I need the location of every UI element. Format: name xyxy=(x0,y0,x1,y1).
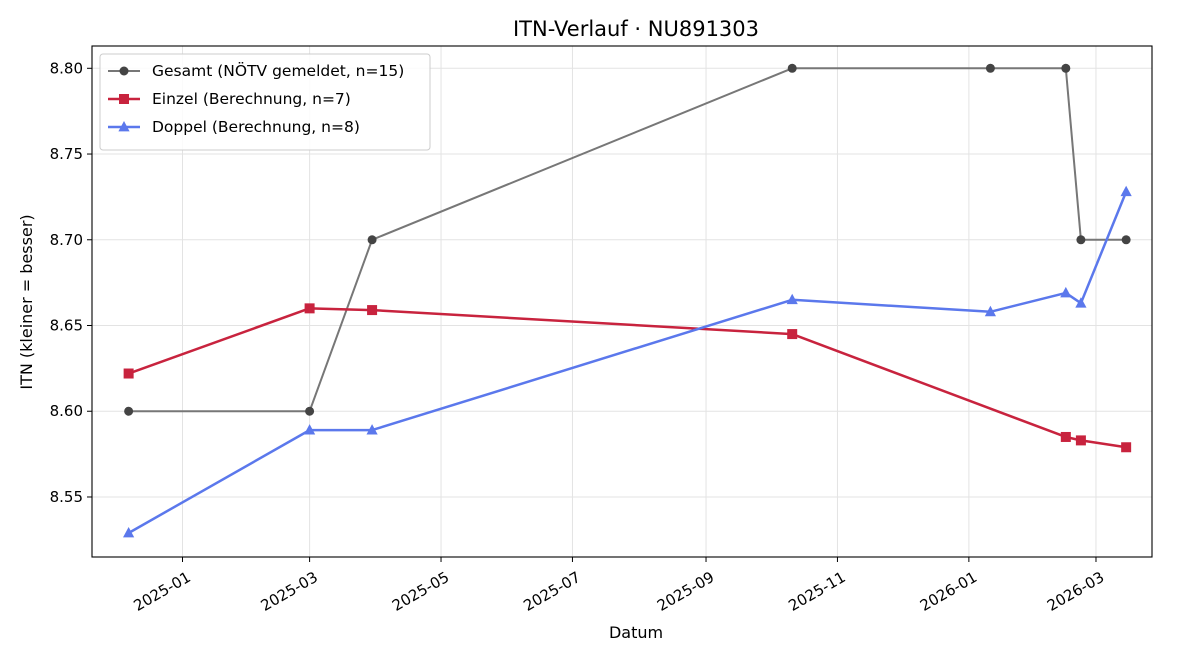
legend-marker xyxy=(119,66,129,76)
x-axis-label: Datum xyxy=(609,623,663,642)
y-tick-label: 8.75 xyxy=(50,145,83,163)
data-point xyxy=(984,305,997,317)
x-tick-label: 2025-11 xyxy=(785,568,848,615)
series-line xyxy=(128,191,1128,535)
y-tick-label: 8.55 xyxy=(50,488,83,506)
series-layer xyxy=(123,63,1132,538)
data-point xyxy=(367,305,378,316)
y-axis-label: ITN (kleiner = besser) xyxy=(17,214,36,389)
data-point xyxy=(1075,297,1087,308)
legend: Gesamt (NÖTV gemeldet, n=15) Einzel (Bere… xyxy=(99,53,431,151)
legend-marker xyxy=(119,94,129,104)
series-line xyxy=(128,307,1127,449)
y-tick-label: 8.70 xyxy=(50,231,83,249)
series-2 xyxy=(123,303,1132,453)
data-point xyxy=(367,235,377,245)
data-point xyxy=(1121,235,1131,245)
legend-label: Einzel (Berechnung, n=7) xyxy=(152,90,351,108)
data-point xyxy=(1060,286,1072,298)
data-point xyxy=(305,406,315,416)
x-tick-label: 2025-01 xyxy=(130,568,193,615)
series-3 xyxy=(123,185,1132,538)
legend-entry: Gesamt (NÖTV gemeldet, n=15) xyxy=(108,61,404,80)
series-1 xyxy=(124,63,1131,416)
data-point xyxy=(1120,185,1132,197)
x-tick-label: 2025-07 xyxy=(520,568,583,615)
data-point xyxy=(304,424,316,435)
data-point xyxy=(787,63,797,73)
legend-box xyxy=(99,53,431,151)
y-axis-ticks: 8.55 8.60 8.65 8.70 8.75 8.80 xyxy=(50,59,92,506)
data-point xyxy=(1076,235,1086,245)
x-tick-label: 2026-03 xyxy=(1044,568,1107,615)
data-point xyxy=(1061,63,1071,73)
x-axis-ticks: 2025-01 2025-03 2025-05 2025-07 2025-09 2025-… xyxy=(130,557,1107,615)
data-point xyxy=(1121,442,1132,453)
chart-title: ITN-Verlauf · NU891303 xyxy=(513,17,759,41)
x-tick-label: 2026-01 xyxy=(917,568,980,615)
y-tick-label: 8.65 xyxy=(50,317,83,335)
data-point xyxy=(787,329,798,340)
series-line xyxy=(128,67,1127,413)
plot-frame xyxy=(91,45,1153,558)
data-point xyxy=(124,406,134,416)
data-point xyxy=(366,424,378,435)
x-tick-label: 2025-05 xyxy=(389,568,452,615)
x-tick-label: 2025-09 xyxy=(654,568,717,615)
y-tick-label: 8.60 xyxy=(50,402,83,420)
legend-label: Gesamt (NÖTV gemeldet, n=15) xyxy=(152,61,404,80)
legend-label: Doppel (Berechnung, n=8) xyxy=(152,118,360,136)
x-tick-label: 2025-03 xyxy=(258,568,321,615)
data-point xyxy=(123,368,134,379)
data-point xyxy=(786,293,798,305)
legend-marker xyxy=(118,121,130,132)
data-point xyxy=(304,303,315,314)
legend-entry: Doppel (Berechnung, n=8) xyxy=(108,118,360,136)
legend-entry: Einzel (Berechnung, n=7) xyxy=(108,90,351,108)
data-point xyxy=(985,63,995,73)
y-tick-label: 8.80 xyxy=(50,59,83,77)
data-point xyxy=(123,526,135,538)
data-point xyxy=(1075,435,1086,446)
data-point xyxy=(1060,431,1071,442)
